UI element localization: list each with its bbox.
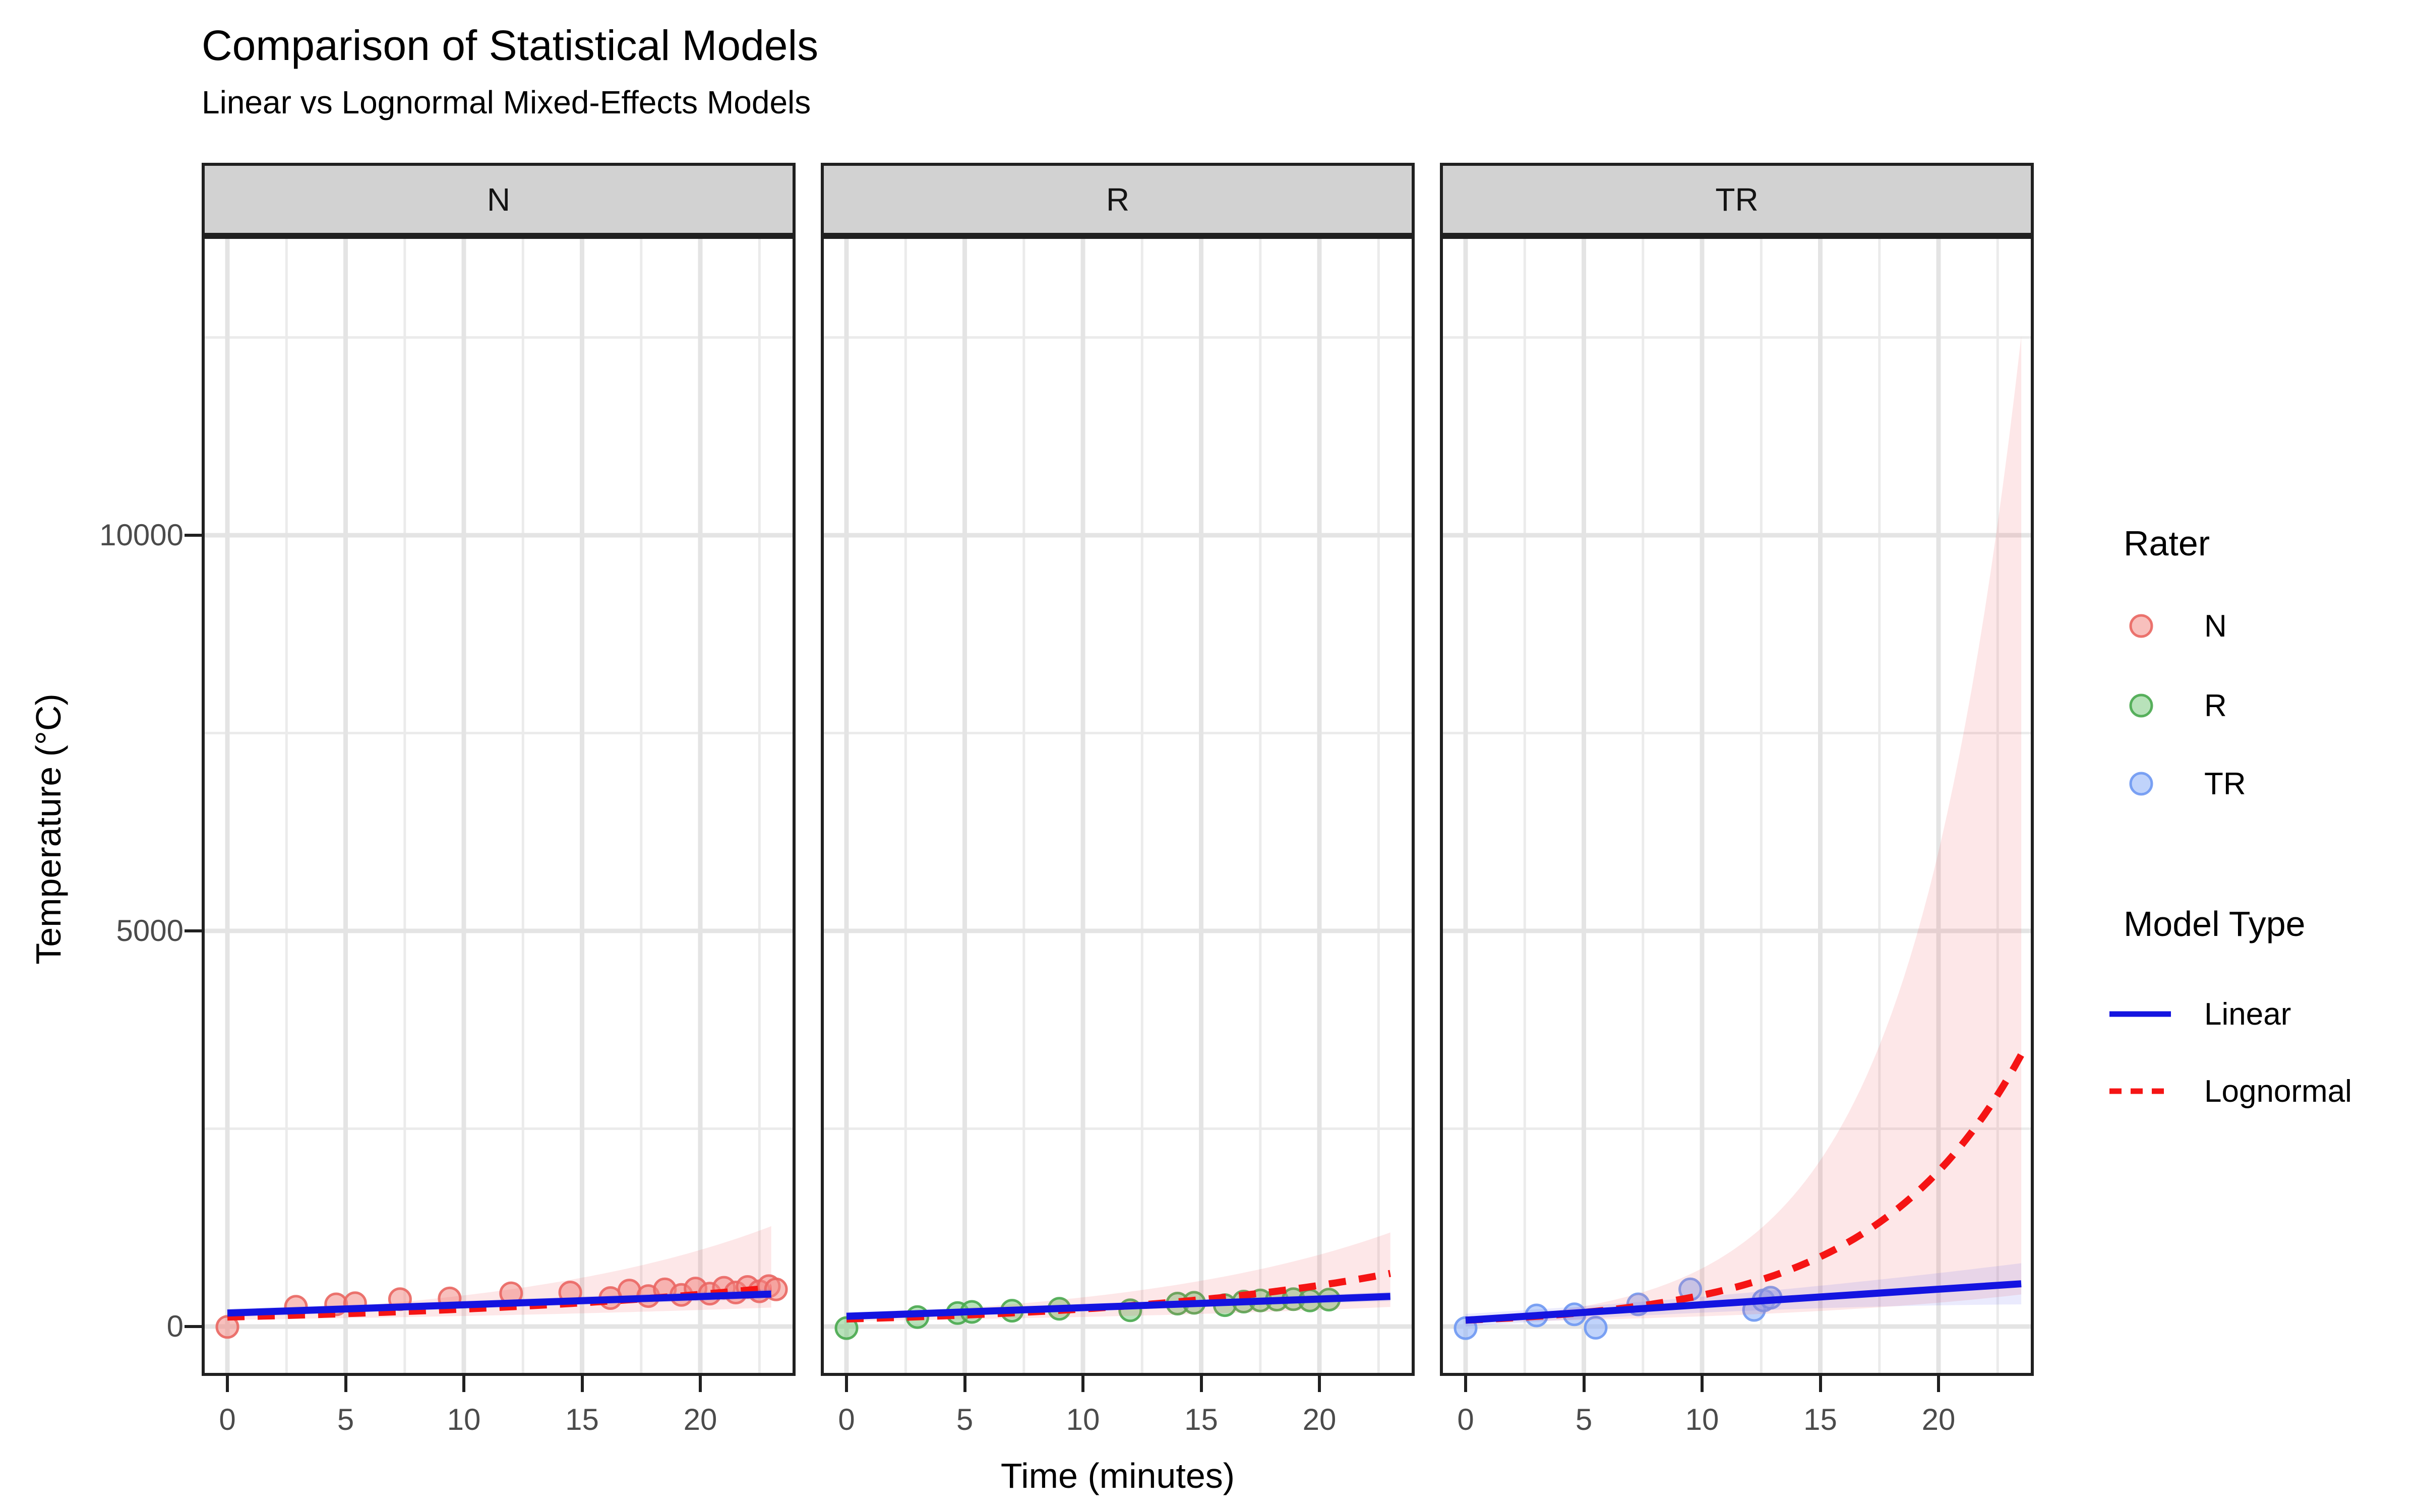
legend-item-label: Linear <box>2204 996 2291 1032</box>
facet-panel-r <box>821 236 1415 1376</box>
legend-item-label: R <box>2204 688 2227 723</box>
x-tick-mark <box>344 1375 347 1392</box>
legend-item-rater-tr: TR <box>2125 766 2246 802</box>
legend-item-label: N <box>2204 608 2227 644</box>
facet-panel-n <box>202 236 796 1376</box>
legend-item-rater-n: N <box>2125 608 2227 644</box>
x-tick-mark <box>580 1375 584 1392</box>
x-tick-mark <box>963 1375 966 1392</box>
facet-strip-label: TR <box>1715 181 1759 218</box>
legend-item-label: TR <box>2204 766 2246 801</box>
x-tick-label: 15 <box>1184 1403 1218 1436</box>
x-tick-label: 10 <box>1685 1403 1719 1436</box>
y-tick-label: 0 <box>166 1309 184 1343</box>
facet-strip-tr: TR <box>1440 163 2034 236</box>
lognormal-dashed-line-icon <box>2109 1088 2171 1094</box>
x-tick-label: 10 <box>447 1403 481 1436</box>
linear-fit-line <box>1465 1280 2022 1324</box>
x-tick-mark <box>462 1375 465 1392</box>
x-tick-mark <box>845 1375 848 1392</box>
x-tick-mark <box>1582 1375 1586 1392</box>
legend-item-model-linear: Linear <box>2107 996 2291 1032</box>
facet-strip-n: N <box>202 163 796 236</box>
facet-strip-label: R <box>1106 181 1130 218</box>
chart-subtitle: Linear vs Lognormal Mixed-Effects Models <box>202 84 811 120</box>
y-tick-label: 10000 <box>99 518 184 552</box>
x-tick-mark <box>1318 1375 1321 1392</box>
legend-model-type-title: Model Type <box>2124 904 2306 943</box>
x-tick-mark <box>1819 1375 1822 1392</box>
linear-fit-line <box>227 1290 771 1317</box>
x-tick-mark <box>1464 1375 1467 1392</box>
x-tick-label: 5 <box>337 1403 354 1436</box>
facet-strip-label: N <box>487 181 511 218</box>
x-tick-label: 10 <box>1066 1403 1100 1436</box>
linear-line-icon <box>2109 1011 2171 1017</box>
lognormal-ci-ribbon <box>1466 336 2022 1322</box>
x-tick-mark <box>1701 1375 1704 1392</box>
x-tick-label: 20 <box>1302 1403 1337 1436</box>
x-axis-title: Time (minutes) <box>1000 1456 1235 1495</box>
legend-item-rater-r: R <box>2125 687 2227 724</box>
chart-title: Comparison of Statistical Models <box>202 22 819 69</box>
gridlines <box>821 236 1415 1376</box>
gridlines <box>202 236 796 1376</box>
x-tick-mark <box>1081 1375 1084 1392</box>
y-tick-mark <box>185 534 202 537</box>
y-tick-label: 5000 <box>116 914 184 948</box>
y-tick-mark <box>185 1325 202 1328</box>
facet-panel-tr <box>1440 236 2034 1376</box>
linear-fit-line <box>846 1293 1390 1320</box>
legend-item-model-lognormal: Lognormal <box>2107 1073 2352 1109</box>
panel-border <box>1440 236 2034 1376</box>
facet-strip-r: R <box>821 163 1415 236</box>
panel-border <box>202 236 796 1376</box>
x-tick-label: 0 <box>219 1403 236 1436</box>
x-tick-label: 20 <box>1921 1403 1956 1436</box>
legend-item-label: Lognormal <box>2204 1074 2352 1109</box>
rater-r-point-icon <box>2129 694 2153 718</box>
x-tick-label: 20 <box>683 1403 717 1436</box>
data-point <box>1584 1315 1608 1340</box>
x-tick-label: 15 <box>1803 1403 1837 1436</box>
x-tick-label: 5 <box>956 1403 974 1436</box>
panel-border <box>821 236 1415 1376</box>
rater-n-point-icon <box>2129 614 2153 638</box>
x-tick-label: 5 <box>1575 1403 1593 1436</box>
x-tick-mark <box>1937 1375 1940 1392</box>
x-tick-mark <box>699 1375 702 1392</box>
y-tick-mark <box>185 929 202 932</box>
x-tick-mark <box>226 1375 229 1392</box>
x-tick-label: 15 <box>565 1403 599 1436</box>
x-tick-label: 0 <box>1457 1403 1474 1436</box>
gridlines <box>1440 236 2034 1376</box>
rater-tr-point-icon <box>2129 772 2153 796</box>
legend-rater-title: Rater <box>2124 524 2210 563</box>
x-tick-mark <box>1199 1375 1203 1392</box>
x-tick-label: 0 <box>838 1403 855 1436</box>
